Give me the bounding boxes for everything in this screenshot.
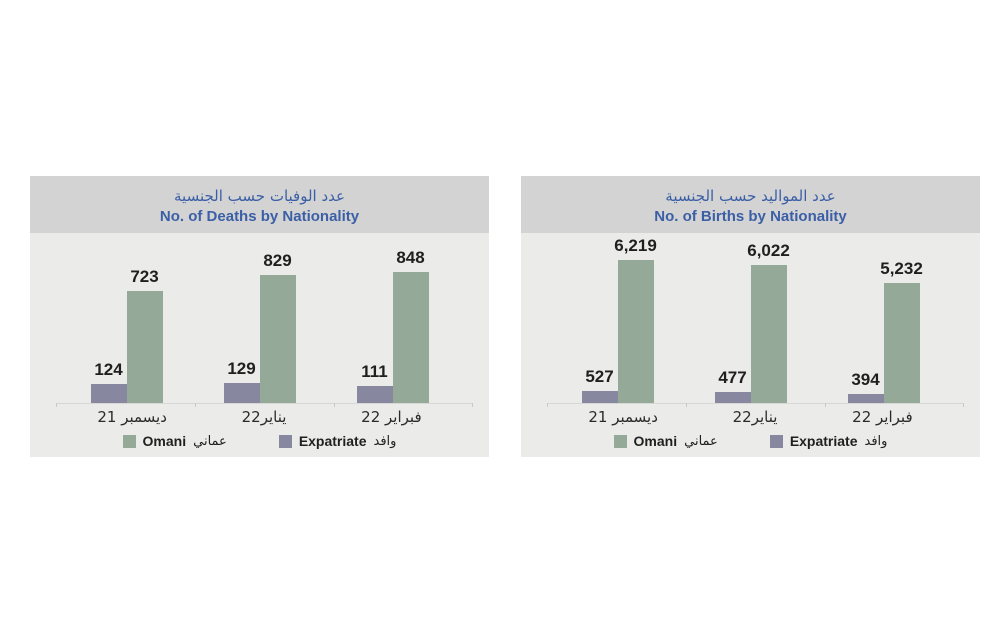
- expatriate-bar-value-label: 129: [227, 359, 256, 378]
- births-chart-title-arabic: عدد المواليد حسب الجنسية: [665, 186, 836, 205]
- births-chart-header: عدد المواليد حسب الجنسية No. of Births b…: [521, 176, 980, 233]
- axis-tick: [685, 403, 687, 407]
- legend: Omani عماني Expatriate وافد: [521, 433, 980, 449]
- expatriate-color-swatch: [278, 434, 292, 448]
- legend-label-arabic: وافد: [864, 433, 888, 449]
- axis-tick: [333, 403, 335, 407]
- omani-bar-column: 6,219: [614, 236, 657, 403]
- omani-bar-value-label: 829: [263, 251, 292, 270]
- expatriate-bar: [714, 392, 751, 403]
- expatriate-bar-column: 394: [847, 370, 884, 403]
- bar-group-3: 5,232 394: [847, 259, 923, 403]
- axis-tick: [194, 403, 196, 407]
- legend-label-arabic: عماني: [684, 433, 718, 449]
- omani-color-swatch: [122, 434, 136, 448]
- x-axis-labels: ديسمبر 21 يناير22 فبراير 22: [551, 408, 950, 426]
- omani-bar-value-label: 6,022: [747, 241, 790, 260]
- expatriate-bar-column: 527: [581, 367, 618, 403]
- deaths-chart-title-english: No. of Deaths by Nationality: [159, 207, 360, 225]
- legend-label-arabic: وافد: [373, 433, 397, 449]
- omani-bar-value-label: 723: [130, 267, 159, 286]
- expatriate-bar-value-label: 111: [361, 362, 388, 381]
- expatriate-color-swatch: [769, 434, 783, 448]
- bar-group-1: 6,219 527: [581, 236, 657, 403]
- bar-group-1: 723 124: [90, 267, 163, 403]
- x-axis-label-1: ديسمبر 21: [97, 408, 167, 426]
- axis-tick: [547, 403, 548, 407]
- omani-bar-value-label: 5,232: [880, 259, 923, 278]
- legend-label-arabic: عماني: [193, 433, 227, 449]
- axis-tick: [56, 403, 57, 407]
- deaths-chart-panel: عدد الوفيات حسب الجنسية No. of Deaths by…: [30, 176, 489, 457]
- x-axis-label-3: فبراير 22: [852, 408, 913, 426]
- omani-bar-column: 723: [126, 267, 163, 403]
- expatriate-bar-column: 111: [356, 362, 393, 403]
- legend-label-english: Omani: [633, 433, 678, 449]
- bar-group-2: 6,022 477: [714, 241, 790, 403]
- expatriate-bar: [581, 391, 618, 403]
- omani-bar: [883, 283, 920, 403]
- plot-area: 6,219 527 6,022 477 5,232 394: [521, 233, 980, 403]
- omani-bar: [392, 272, 429, 403]
- legend: Omani عماني Expatriate وافد: [30, 433, 489, 449]
- expatriate-bar-column: 124: [90, 360, 127, 403]
- axis-tick: [472, 403, 473, 407]
- axis-tick: [824, 403, 826, 407]
- omani-bar-column: 6,022: [747, 241, 790, 403]
- expatriate-bar: [847, 394, 884, 403]
- deaths-chart-header: عدد الوفيات حسب الجنسية No. of Deaths by…: [30, 176, 489, 233]
- plot-area: 723 124 829 129 848 111: [30, 233, 489, 403]
- omani-bar-column: 848: [392, 248, 429, 403]
- omani-bar: [617, 260, 654, 403]
- legend-label-english: Omani: [142, 433, 187, 449]
- x-axis-label-1: ديسمبر 21: [588, 408, 658, 426]
- expatriate-bar-value-label: 394: [851, 370, 880, 389]
- x-axis-line: [56, 403, 473, 407]
- omani-bar-value-label: 848: [396, 248, 425, 267]
- expatriate-bar-value-label: 124: [94, 360, 123, 379]
- x-axis-line: [547, 403, 964, 407]
- legend-item-expatriate: Expatriate وافد: [769, 433, 888, 449]
- x-axis-labels: ديسمبر 21 يناير22 فبراير 22: [60, 408, 459, 426]
- expatriate-bar-column: 129: [223, 359, 260, 403]
- expatriate-bar: [223, 383, 260, 403]
- legend-item-expatriate: Expatriate وافد: [278, 433, 397, 449]
- omani-bar-value-label: 6,219: [614, 236, 657, 255]
- bar-group-2: 829 129: [223, 251, 296, 403]
- legend-item-omani: Omani عماني: [122, 433, 227, 449]
- expatriate-bar: [356, 386, 393, 403]
- legend-item-omani: Omani عماني: [613, 433, 718, 449]
- deaths-chart-body: 723 124 829 129 848 111 ديسمبر 21 يناير22 فبراي…: [30, 233, 489, 457]
- births-chart-title-english: No. of Births by Nationality: [654, 207, 847, 225]
- x-axis-label-2: يناير22: [241, 408, 287, 426]
- legend-label-english: Expatriate: [789, 433, 858, 449]
- omani-color-swatch: [613, 434, 627, 448]
- x-axis-label-2: يناير22: [732, 408, 778, 426]
- omani-bar-column: 5,232: [880, 259, 923, 403]
- births-chart-panel: عدد المواليد حسب الجنسية No. of Births b…: [521, 176, 980, 457]
- expatriate-bar: [90, 384, 127, 403]
- omani-bar: [126, 291, 163, 403]
- omani-bar-column: 829: [259, 251, 296, 403]
- bar-group-3: 848 111: [356, 248, 429, 403]
- expatriate-bar-value-label: 527: [585, 367, 614, 386]
- omani-bar: [259, 275, 296, 403]
- expatriate-bar-column: 477: [714, 368, 751, 403]
- x-axis-label-3: فبراير 22: [361, 408, 422, 426]
- omani-bar: [750, 265, 787, 403]
- axis-tick: [963, 403, 964, 407]
- expatriate-bar-value-label: 477: [718, 368, 747, 387]
- births-chart-body: 6,219 527 6,022 477 5,232 394 ديسمبر 21 يناير2…: [521, 233, 980, 457]
- legend-label-english: Expatriate: [298, 433, 367, 449]
- deaths-chart-title-arabic: عدد الوفيات حسب الجنسية: [174, 186, 345, 205]
